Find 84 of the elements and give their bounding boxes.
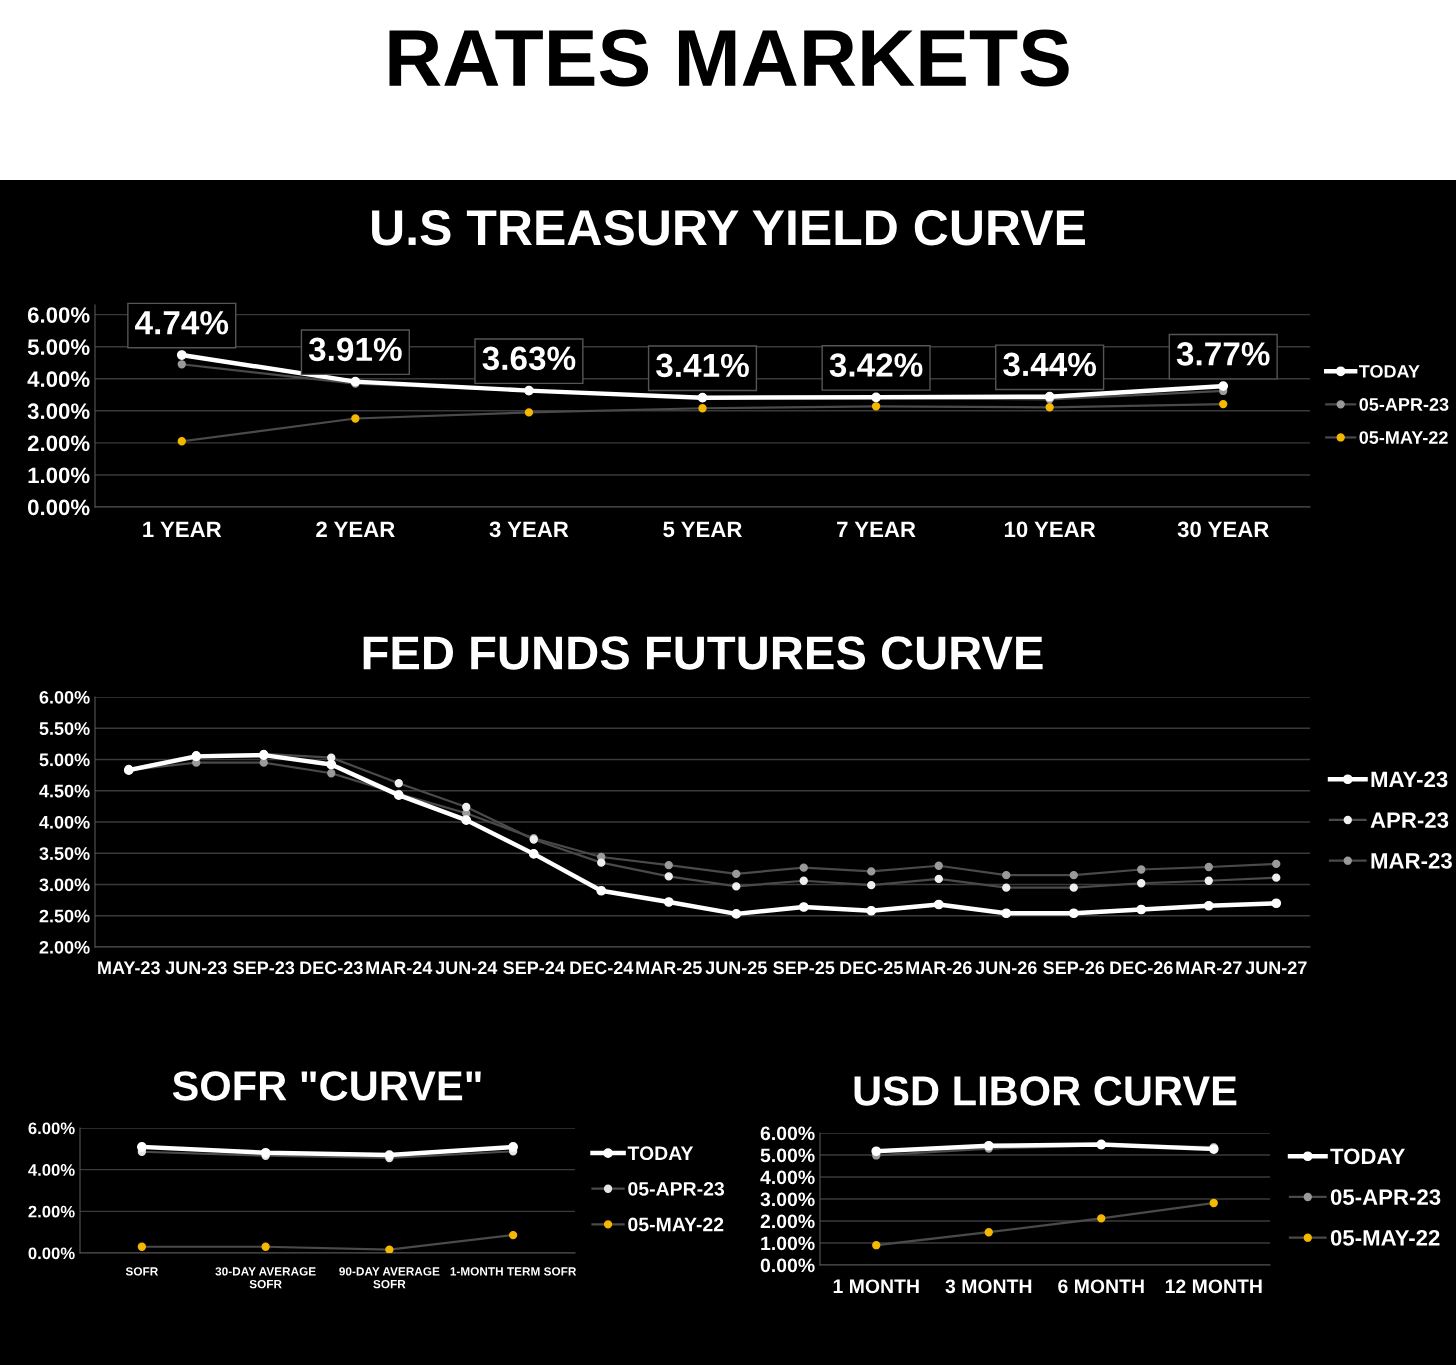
x-tick-label: 1 MONTH xyxy=(833,1279,919,1294)
x-tick-label: MAR-27 xyxy=(1176,961,1242,974)
x-tick-label: JUN-26 xyxy=(975,961,1037,975)
legend-label: MAY-23 xyxy=(1371,771,1448,788)
x-tick-label: 2 YEAR xyxy=(316,521,395,537)
data-label: 3.42% xyxy=(829,353,923,377)
x-tick-label: JUN-24 xyxy=(435,961,498,975)
x-tick-label: DEC-25 xyxy=(840,961,903,975)
x-tick-label: 12 MONTH xyxy=(1165,1279,1262,1294)
y-tick-label: 4.50% xyxy=(39,784,90,798)
data-label: 3.44% xyxy=(1003,352,1097,377)
legend-label: MAR-23 xyxy=(1371,852,1452,869)
x-tick-label: 90-DAY AVERAGE SOFR xyxy=(339,1267,440,1289)
chart-title: SOFR "CURVE" xyxy=(172,1071,481,1101)
x-tick-label: 10 YEAR xyxy=(1004,521,1096,538)
x-tick-label: SOFR xyxy=(125,1267,159,1276)
chart-title: USD LIBOR CURVE xyxy=(854,1076,1237,1106)
y-tick-label: 3.00% xyxy=(760,1192,815,1207)
legend-label: TODAY xyxy=(1330,1148,1405,1165)
y-tick-label: 2.00% xyxy=(39,940,90,954)
legend-label: 05-APR-23 xyxy=(628,1181,725,1196)
chart-title: RATES MARKETS xyxy=(389,29,1069,87)
legend-label: 05-MAY-22 xyxy=(628,1217,724,1232)
x-tick-label: 30 YEAR xyxy=(1177,521,1269,538)
y-tick-label: 6.00% xyxy=(760,1126,815,1141)
x-tick-label: 6 MONTH xyxy=(1058,1279,1144,1294)
x-tick-label: DEC-26 xyxy=(1110,961,1173,975)
y-tick-label: 4.00% xyxy=(27,371,90,388)
y-tick-label: 3.00% xyxy=(27,403,90,420)
x-tick-label: JUN-27 xyxy=(1245,961,1307,975)
legend-label: APR-23 xyxy=(1370,812,1449,828)
data-label: 3.77% xyxy=(1176,342,1270,366)
y-tick-label: 6.00% xyxy=(27,307,90,323)
y-tick-label: 1.00% xyxy=(28,467,90,484)
y-tick-label: 5.00% xyxy=(27,339,90,355)
data-label: 3.41% xyxy=(656,353,749,378)
x-tick-label: MAR-25 xyxy=(636,961,702,975)
x-tick-label: MAY-23 xyxy=(98,961,160,975)
x-tick-label: DEC-24 xyxy=(570,961,634,975)
x-tick-label: 30-DAY AVERAGE SOFR xyxy=(215,1267,316,1289)
x-tick-label: SEP-24 xyxy=(503,961,565,975)
y-tick-label: 0.00% xyxy=(28,499,90,516)
y-tick-label: 5.50% xyxy=(39,722,90,735)
y-tick-label: 1.00% xyxy=(761,1236,815,1251)
y-tick-label: 5.00% xyxy=(760,1148,815,1163)
x-tick-label: SEP-25 xyxy=(773,961,835,975)
legend-label: 05-APR-23 xyxy=(1359,398,1449,411)
legend-label: TODAY xyxy=(1358,364,1420,378)
x-tick-label: MAR-26 xyxy=(906,961,972,975)
x-tick-label: 5 YEAR xyxy=(663,521,742,538)
legend-label: TODAY xyxy=(627,1146,694,1161)
y-tick-label: 3.50% xyxy=(39,847,90,860)
y-tick-label: 0.00% xyxy=(28,1247,75,1260)
x-tick-label: SEP-23 xyxy=(233,961,295,975)
y-tick-label: 4.00% xyxy=(39,815,90,829)
y-tick-label: 2.00% xyxy=(28,1205,75,1218)
x-tick-label: SEP-26 xyxy=(1043,961,1105,975)
x-tick-label: DEC-23 xyxy=(300,961,363,975)
x-tick-label: 1 YEAR xyxy=(143,521,222,537)
legend-label: 05-MAY-22 xyxy=(1359,431,1448,444)
x-tick-label: 1-MONTH TERM SOFR xyxy=(450,1267,577,1276)
y-tick-label: 4.00% xyxy=(760,1170,815,1185)
y-tick-label: 2.50% xyxy=(39,909,90,923)
data-label: 3.63% xyxy=(482,346,576,371)
x-tick-label: JUN-23 xyxy=(165,961,227,975)
y-tick-label: 6.00% xyxy=(39,690,90,704)
y-tick-label: 2.00% xyxy=(27,435,90,452)
x-tick-label: JUN-25 xyxy=(705,961,767,975)
x-tick-label: 3 MONTH xyxy=(945,1279,1032,1294)
x-tick-label: 7 YEAR xyxy=(837,521,916,537)
legend-label: 05-APR-23 xyxy=(1330,1189,1441,1205)
chart-subtitle: U.S TREASURY YIELD CURVE xyxy=(372,210,1085,246)
x-tick-label: MAR-24 xyxy=(366,961,433,974)
y-tick-label: 4.00% xyxy=(28,1164,75,1176)
y-tick-label: 3.00% xyxy=(39,878,90,892)
legend-label: 05-MAY-22 xyxy=(1330,1229,1440,1246)
y-tick-label: 6.00% xyxy=(28,1122,75,1135)
x-tick-label: 3 YEAR xyxy=(489,521,569,538)
y-tick-label: 5.00% xyxy=(39,753,90,767)
data-label: 3.91% xyxy=(308,337,402,362)
y-tick-label: 0.00% xyxy=(760,1258,815,1273)
chart-title: FED FUNDS FUTURES CURVE xyxy=(363,636,1043,670)
y-tick-label: 2.00% xyxy=(760,1214,815,1229)
data-label: 4.74% xyxy=(135,311,229,335)
